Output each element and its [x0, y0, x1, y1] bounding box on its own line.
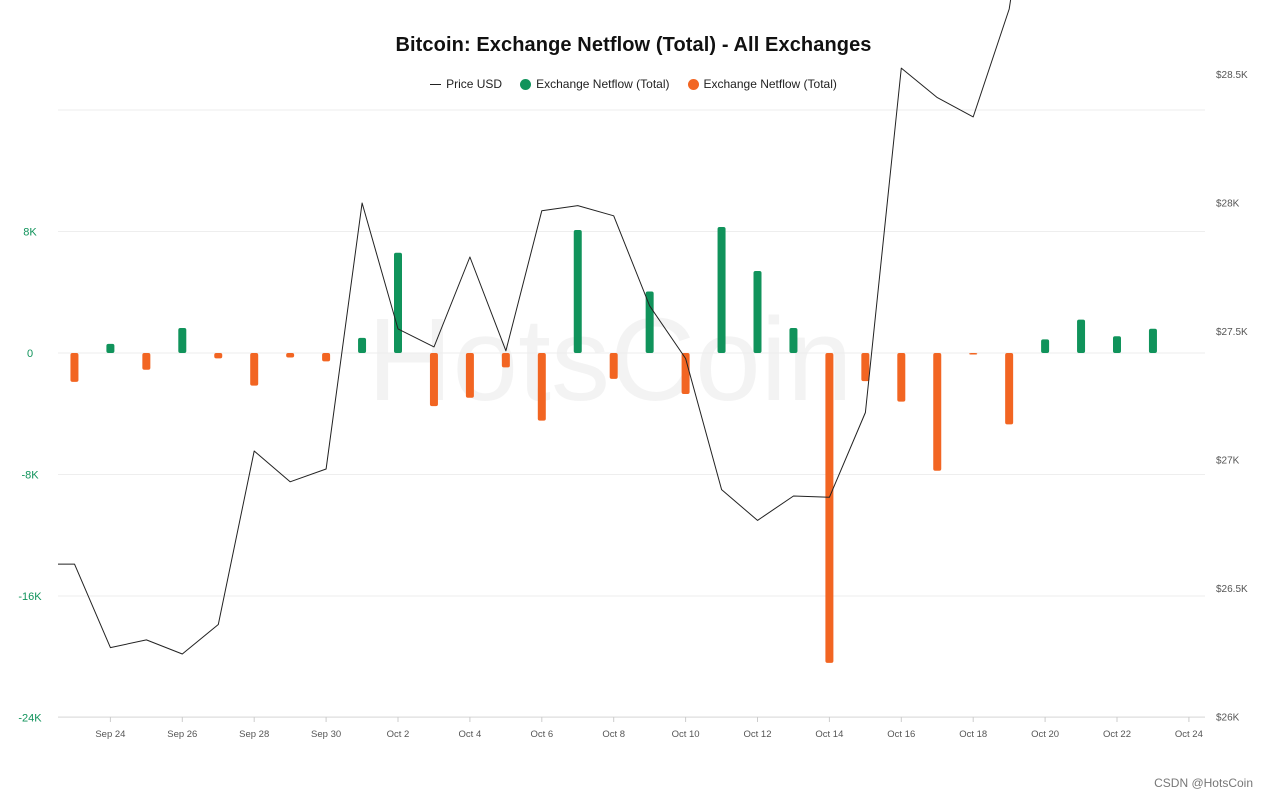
- netflow-bar: [70, 353, 79, 382]
- right-axis-ticks: $30.5K$30K$29.5K$29K$28.5K$28K$27.5K$27K…: [1216, 70, 1248, 724]
- netflow-bar: [573, 229, 582, 353]
- left-axis-tick-label: -8K: [21, 470, 39, 482]
- netflow-bar: [250, 353, 259, 386]
- x-axis-tick-label: Oct 20: [1031, 729, 1059, 740]
- netflow-bars: [70, 226, 1157, 663]
- left-axis-tick-label: 0: [27, 348, 33, 360]
- chart-title: Bitcoin: Exchange Netflow (Total) - All …: [395, 34, 872, 56]
- left-axis-tick-label: -16K: [18, 591, 42, 603]
- x-axis-tick-label: Oct 6: [530, 729, 553, 740]
- x-axis-tick-label: Sep 24: [95, 729, 125, 740]
- netflow-bar: [645, 291, 654, 353]
- netflow-bar: [717, 226, 726, 353]
- legend-label-netflow-negative: Exchange Netflow (Total): [703, 77, 837, 91]
- netflow-bar: [429, 353, 438, 407]
- x-axis-tick-label: Oct 14: [815, 729, 843, 740]
- netflow-bar: [322, 353, 331, 362]
- orange-dot-swatch: [687, 78, 699, 90]
- netflow-bar: [1077, 319, 1086, 353]
- right-axis-tick-label: $27K: [1216, 456, 1240, 467]
- netflow-bar: [1148, 328, 1157, 353]
- x-axis-tick-label: Oct 12: [744, 729, 772, 740]
- netflow-bar: [394, 252, 402, 353]
- x-axis-tick-label: Oct 8: [602, 729, 625, 740]
- legend-item-price[interactable]: Price USD: [430, 77, 502, 91]
- netflow-bar: [142, 353, 151, 370]
- netflow-bar: [969, 353, 978, 355]
- x-axis-tick-label: Oct 16: [887, 729, 915, 740]
- right-axis-tick-label: $26.5K: [1216, 584, 1248, 595]
- legend-item-netflow-negative[interactable]: Exchange Netflow (Total): [687, 77, 837, 91]
- x-axis-tick-label: Sep 28: [239, 729, 269, 740]
- right-axis-tick-label: $26K: [1216, 713, 1240, 724]
- x-axis-tick-label: Oct 10: [672, 729, 700, 740]
- csdn-credit: CSDN @HotsCoin: [1154, 776, 1253, 790]
- x-axis-tick-label: Oct 2: [387, 729, 410, 740]
- x-axis-tick-label: Oct 24: [1175, 729, 1203, 740]
- netflow-bar: [465, 353, 474, 398]
- netflow-bar: [1041, 339, 1050, 353]
- netflow-bar: [825, 353, 834, 663]
- netflow-bar: [1005, 353, 1014, 425]
- netflow-bar: [106, 343, 115, 353]
- netflow-bar: [178, 327, 187, 353]
- right-axis-tick-label: $27.5K: [1216, 327, 1248, 338]
- chart-legend: Price USD Exchange Netflow (Total) Excha…: [0, 77, 1267, 91]
- right-axis-tick-label: $28K: [1216, 199, 1240, 210]
- price-line-group: [58, 0, 1012, 655]
- x-axis-tick-label: Oct 18: [959, 729, 987, 740]
- x-axis-tick-label: Sep 26: [167, 729, 197, 740]
- x-axis-ticks: Sep 24 Sep 26 Sep 28 Sep 30 Oct 2 Oct 4 Oct 6 O…: [58, 716, 1205, 740]
- netflow-bar: [537, 353, 546, 421]
- netflow-bar: [358, 337, 367, 353]
- netflow-bar: [897, 353, 906, 402]
- price-line-swatch: [430, 83, 442, 85]
- netflow-bar: [501, 353, 510, 368]
- legend-label-netflow-positive: Exchange Netflow (Total): [536, 77, 670, 91]
- netflow-bar: [286, 353, 295, 358]
- green-dot-swatch: [520, 78, 532, 90]
- x-axis-tick-label: Oct 4: [459, 729, 482, 740]
- netflow-bar: [609, 353, 618, 379]
- right-axis-tick-label: $28.5K: [1216, 70, 1248, 81]
- left-axis-ticks: 8K 0 -8K -16K -24K: [18, 227, 42, 725]
- netflow-bar: [933, 353, 942, 471]
- left-axis-tick-label: 8K: [23, 227, 37, 239]
- netflow-bar: [1113, 336, 1121, 353]
- legend-item-netflow-positive[interactable]: Exchange Netflow (Total): [520, 77, 670, 91]
- netflow-bar: [753, 270, 762, 353]
- x-axis-tick-label: Sep 30: [311, 729, 341, 740]
- x-axis-tick-label: Oct 22: [1103, 729, 1131, 740]
- netflow-bar: [789, 327, 798, 353]
- legend-label-price: Price USD: [446, 77, 503, 91]
- netflow-bar: [681, 353, 690, 395]
- netflow-bar: [861, 353, 870, 382]
- left-axis-tick-label: -24K: [18, 713, 42, 725]
- price-line: [58, 0, 1012, 655]
- netflow-bar: [214, 353, 223, 359]
